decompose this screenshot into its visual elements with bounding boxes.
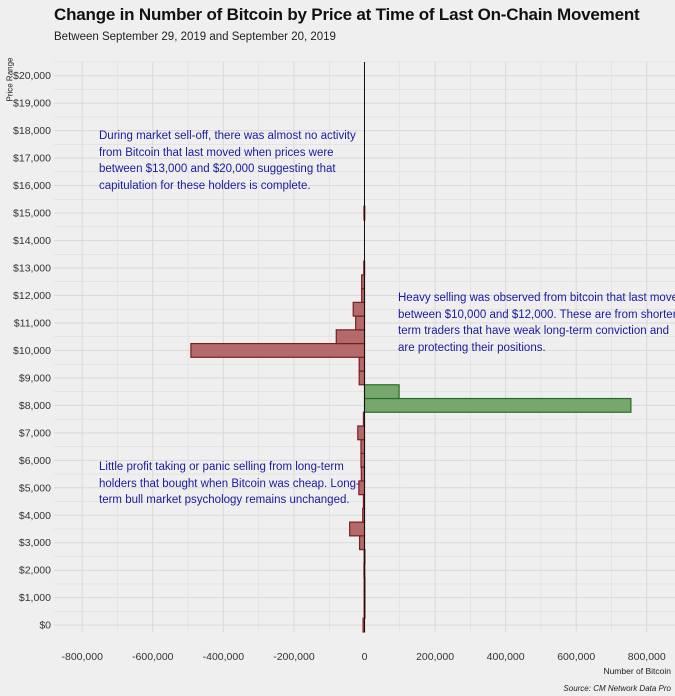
x-tick-label: 0 xyxy=(362,651,368,663)
x-axis-label: Number of Bitcoin xyxy=(603,666,671,676)
annotation-little-profit: Little profit taking or panic selling fr… xyxy=(99,461,360,506)
x-tick-label: 400,000 xyxy=(487,651,525,663)
bar-layer xyxy=(190,205,632,633)
x-tick-label: 800,000 xyxy=(628,651,666,663)
y-tick-label: $1,000 xyxy=(19,592,51,604)
x-tick-label: 200,000 xyxy=(416,651,454,663)
bar-7000 xyxy=(357,425,366,441)
y-tick-label: $9,000 xyxy=(19,372,51,384)
y-tick-label: $12,000 xyxy=(13,290,51,302)
chart-subtitle: Between September 29, 2019 and September… xyxy=(54,31,336,43)
bar-11500 xyxy=(352,301,366,317)
bar-10500 xyxy=(335,329,366,345)
y-tick-label: $8,000 xyxy=(19,400,51,412)
source-note: Source: CM Network Data Pro xyxy=(563,684,671,693)
x-tick-label: -200,000 xyxy=(273,651,315,663)
y-tick-label: $5,000 xyxy=(19,482,51,494)
bar-6000 xyxy=(360,452,366,468)
bar-10000 xyxy=(190,342,366,358)
bar-8000 xyxy=(363,397,632,413)
y-tick-label: $7,000 xyxy=(19,427,51,439)
bar-11000 xyxy=(355,315,366,331)
y-tick-label: $18,000 xyxy=(13,125,51,137)
bar-3000 xyxy=(358,535,366,551)
bar-6500 xyxy=(360,439,366,455)
y-tick-label: $10,000 xyxy=(13,345,51,357)
y-tick-labels: $0 $1,000 $2,000 $3,000 $4,000 $5,000 $6,000 $7… xyxy=(13,70,51,631)
x-tick-label: -800,000 xyxy=(62,651,104,663)
y-tick-label: $3,000 xyxy=(19,537,51,549)
bar-3500 xyxy=(349,521,366,537)
bar-9000 xyxy=(358,370,366,386)
y-tick-label: $17,000 xyxy=(13,153,51,165)
y-tick-label: $2,000 xyxy=(19,565,51,577)
bar-8500 xyxy=(363,384,400,400)
y-tick-label: $19,000 xyxy=(13,98,51,110)
annotation-heavy-selling: Heavy selling was observed from bitcoin … xyxy=(398,292,675,354)
x-tick-label: -400,000 xyxy=(203,651,245,663)
chart-title: Change in Number of Bitcoin by Price at … xyxy=(54,5,640,24)
y-tick-label: $11,000 xyxy=(14,317,51,329)
y-tick-label: $14,000 xyxy=(13,235,51,247)
y-tick-label: $15,000 xyxy=(13,208,51,220)
bar-9500 xyxy=(358,356,366,372)
y-tick-label: $13,000 xyxy=(13,263,51,275)
x-tick-label: -600,000 xyxy=(132,651,174,663)
y-tick-label: $20,000 xyxy=(13,70,51,82)
x-tick-label: 600,000 xyxy=(557,651,595,663)
y-tick-label: $0 xyxy=(39,620,51,632)
annotation-selloff: During market sell-off, there was almost… xyxy=(99,130,356,192)
y-tick-label: $4,000 xyxy=(19,510,51,522)
x-tick-labels: -800,000 -600,000 -400,000 -200,000 0 200,000… xyxy=(62,651,666,663)
y-tick-label: $16,000 xyxy=(13,180,51,192)
y-tick-label: $6,000 xyxy=(19,455,51,467)
